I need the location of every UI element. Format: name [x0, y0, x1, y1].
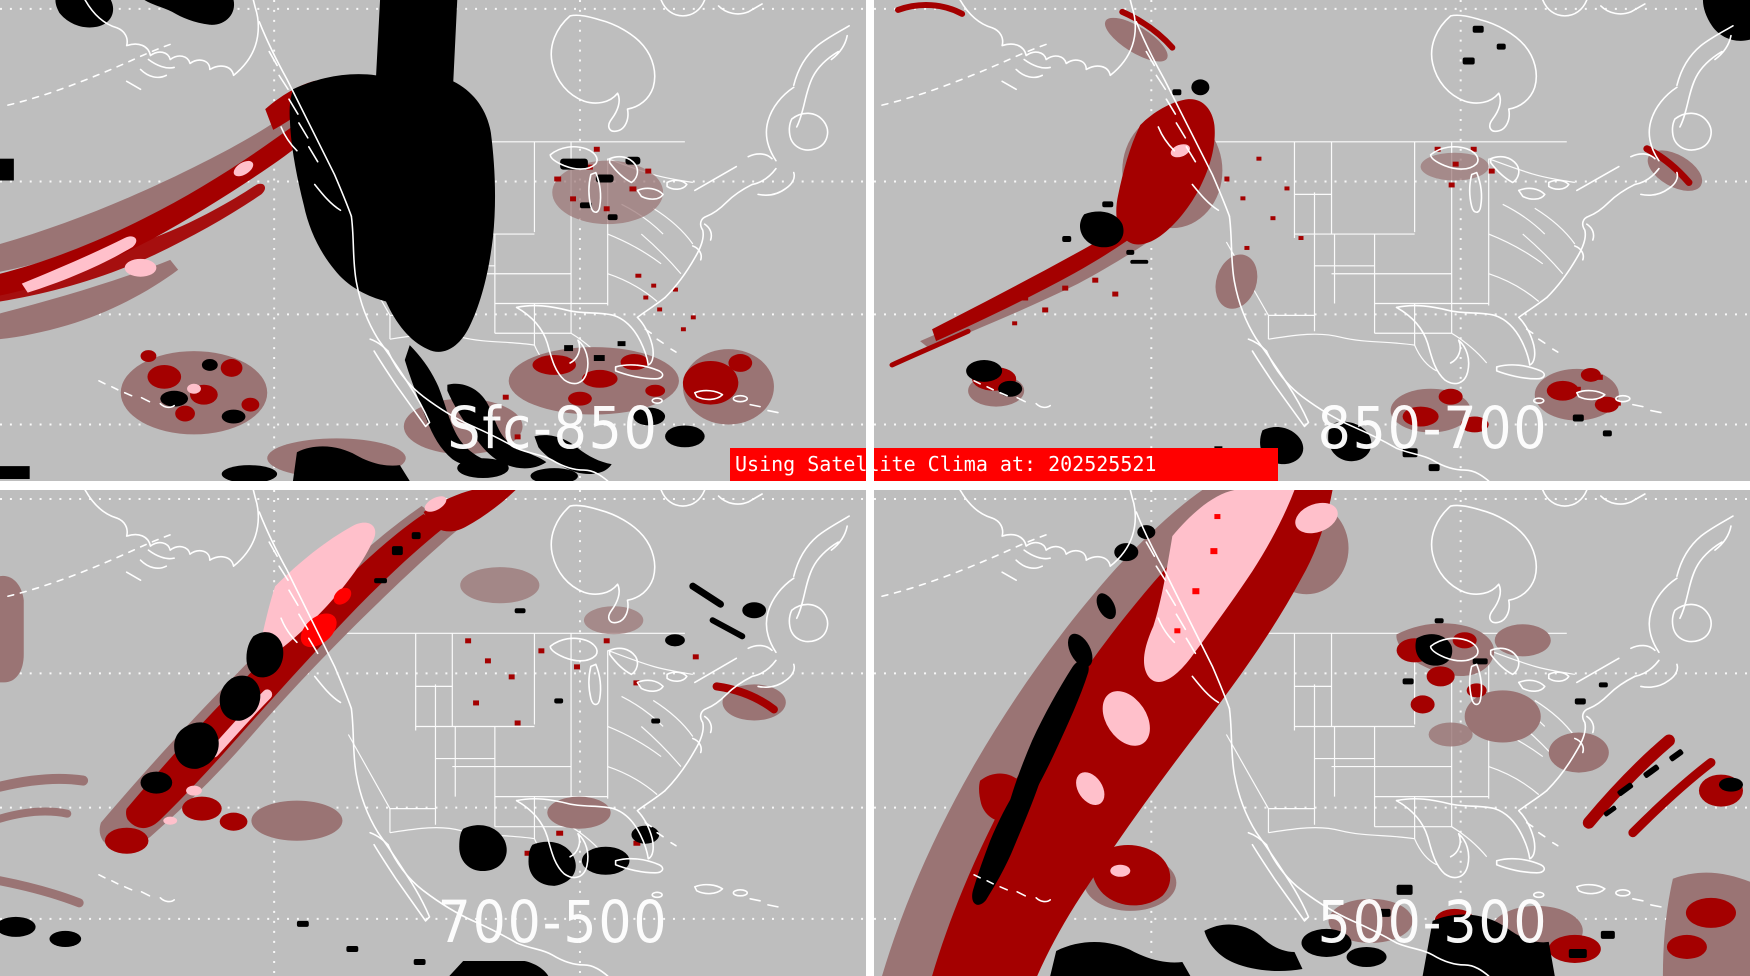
status-banner-text: Using Satellite Clima at: 202525521	[735, 452, 1157, 476]
panel-sfc-850: Sfc-850	[0, 0, 866, 481]
layer-data-850-700	[889, 0, 1750, 472]
map-850-700	[874, 0, 1750, 481]
layer-data-700-500	[0, 490, 786, 976]
panel-700-500: 700-500	[0, 490, 866, 976]
map-500-300	[874, 490, 1750, 976]
divider-vertical	[866, 0, 874, 976]
layer-data-sfc-850	[0, 0, 774, 481]
layer-data-500-300	[882, 490, 1750, 976]
panel-850-700: 850-700	[874, 0, 1750, 481]
scatter-bright-red	[1174, 514, 1221, 634]
panel-500-300: 500-300	[874, 490, 1750, 976]
map-700-500	[0, 490, 866, 976]
map-sfc-850	[0, 0, 866, 481]
status-banner: Using Satellite Clima at: 202525521	[730, 448, 1278, 481]
scatter-black	[1603, 749, 1684, 817]
